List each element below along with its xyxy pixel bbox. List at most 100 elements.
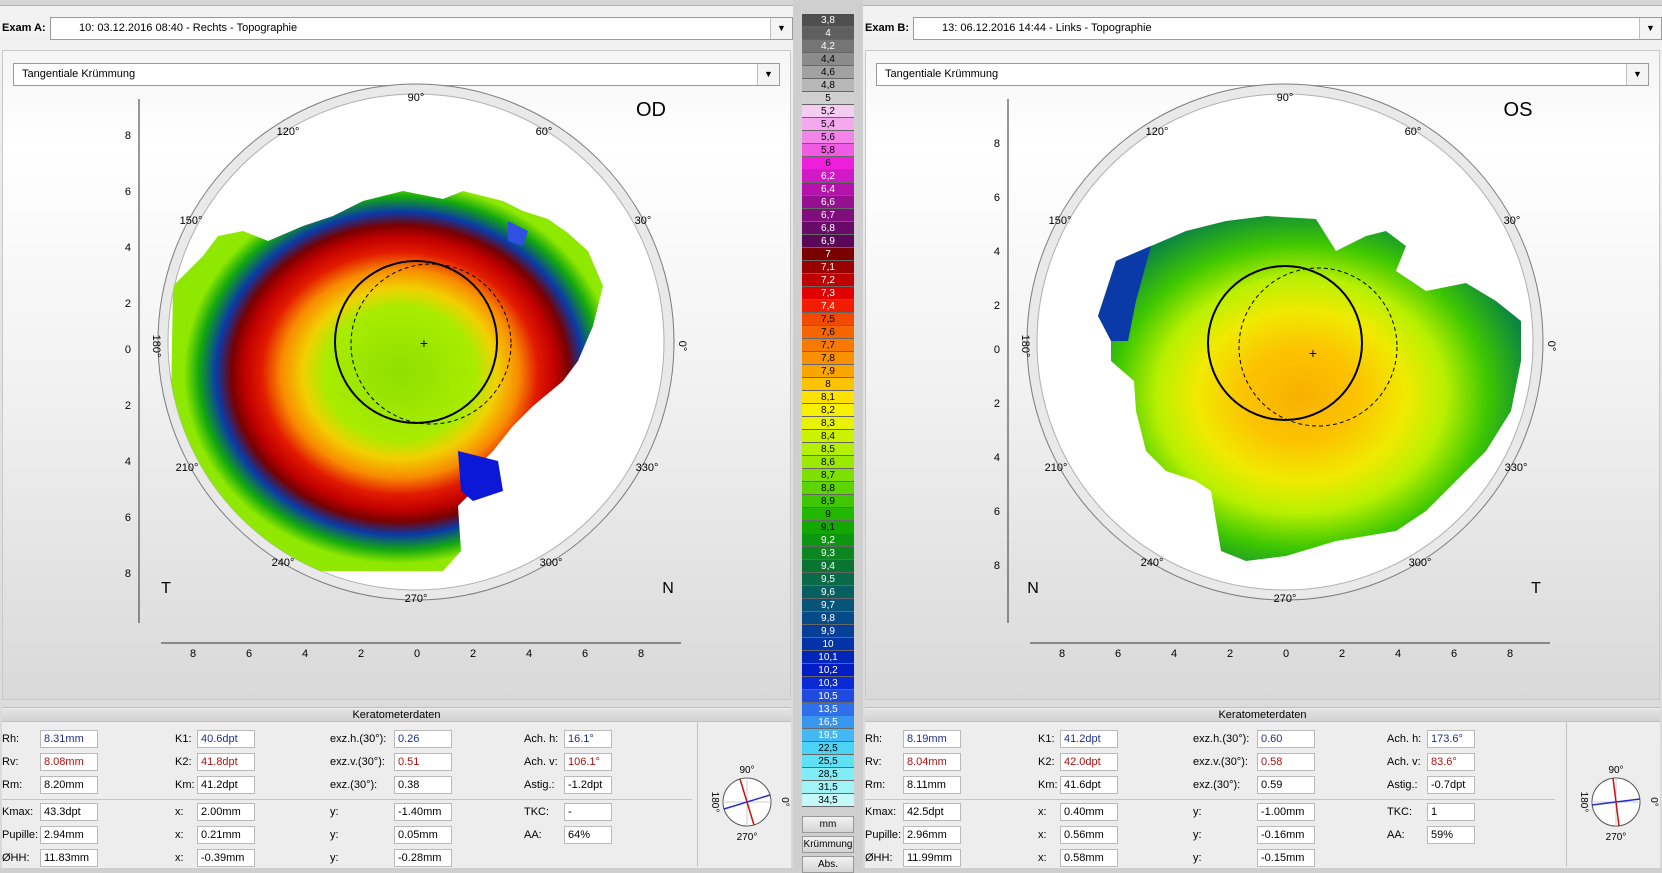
x-tick: 2 — [358, 648, 364, 660]
unit-button[interactable]: mm — [802, 816, 854, 833]
scale-cell: 31,5 — [802, 781, 854, 794]
scale-cell: 10 — [802, 638, 854, 651]
degree-240: 240° — [272, 557, 295, 569]
scale-cell: 6,9 — [802, 235, 854, 248]
exam-a-pane: Exam A: 10: 03.12.2016 08:40 - Rechts - … — [0, 0, 793, 868]
pupille-value[interactable]: 2.94mm — [40, 826, 98, 844]
pupille-y-value[interactable]: -0.16mm — [1257, 826, 1315, 844]
y-tick: 0 — [994, 344, 1000, 356]
degree-120: 120° — [277, 126, 300, 138]
astig-value[interactable]: -1.2dpt — [564, 776, 612, 794]
y-label: y: — [1193, 852, 1202, 864]
rm-value[interactable]: 8.20mm — [40, 776, 98, 794]
degree-180: 180° — [150, 335, 162, 358]
aa-value[interactable]: 59% — [1427, 826, 1475, 844]
chevron-down-icon[interactable]: ▼ — [1626, 64, 1648, 85]
exam-a-map-panel: Tangentiale Krümmung ▼ — [2, 50, 791, 700]
degree-300: 300° — [1409, 557, 1432, 569]
exz-value[interactable]: 0.59 — [1257, 776, 1315, 794]
degree-0: 0° — [1545, 341, 1557, 352]
pupille-y-value[interactable]: 0.05mm — [394, 826, 452, 844]
k2-value[interactable]: 41.8dpt — [197, 753, 255, 771]
degree-270: 270° — [1274, 593, 1297, 605]
k2-label: K2: — [1038, 756, 1055, 768]
scale-cell: 6,7 — [802, 209, 854, 222]
kmax-x-value[interactable]: 2.00mm — [197, 803, 255, 821]
chevron-down-icon[interactable]: ▼ — [770, 18, 792, 39]
x-label: x: — [175, 806, 184, 818]
achh-value[interactable]: 16.1° — [564, 730, 612, 748]
achv-value[interactable]: 106.1° — [564, 753, 612, 771]
rv-value[interactable]: 8.04mm — [903, 753, 961, 771]
achh-value[interactable]: 173.6° — [1427, 730, 1475, 748]
kmax-value[interactable]: 42.5dpt — [903, 803, 961, 821]
pupille-value[interactable]: 2.96mm — [903, 826, 961, 844]
kmax-y-value[interactable]: -1.00mm — [1257, 803, 1315, 821]
k1-value[interactable]: 40.6dpt — [197, 730, 255, 748]
scale-cell: 9,1 — [802, 521, 854, 534]
ohh-x-value[interactable]: -0.39mm — [197, 849, 255, 867]
chevron-down-icon[interactable]: ▼ — [757, 64, 779, 85]
rm-value[interactable]: 8.11mm — [903, 776, 961, 794]
mode-button[interactable]: Krümmung — [802, 836, 854, 853]
abs-button[interactable]: Abs. — [802, 856, 854, 873]
ohh-y-value[interactable]: -0.28mm — [394, 849, 452, 867]
rh-value[interactable]: 8.19mm — [903, 730, 961, 748]
x-tick: 2 — [470, 648, 476, 660]
exam-a-dropdown[interactable]: 10: 03.12.2016 08:40 - Rechts - Topograp… — [50, 17, 793, 40]
compass-0: 0° — [779, 797, 790, 807]
scale-cell: 5,2 — [802, 105, 854, 118]
k2-value[interactable]: 42.0dpt — [1060, 753, 1118, 771]
x-tick: 8 — [1507, 648, 1513, 660]
tkc-value[interactable]: 1 — [1427, 803, 1475, 821]
exzh-value[interactable]: 0.26 — [394, 730, 452, 748]
exzv-value[interactable]: 0.51 — [394, 753, 452, 771]
kmax-x-value[interactable]: 0.40mm — [1060, 803, 1118, 821]
pupille-x-value[interactable]: 0.56mm — [1060, 826, 1118, 844]
exam-b-topography-map[interactable]: + 90° 270° 180° 0° 60° 120° 30° 150° 210… — [866, 51, 1661, 701]
pupille-x-value[interactable]: 0.21mm — [197, 826, 255, 844]
astig-label: Astig.: — [1387, 779, 1418, 791]
rh-value[interactable]: 8.31mm — [40, 730, 98, 748]
y-tick: 8 — [125, 130, 131, 142]
aa-value[interactable]: 64% — [564, 826, 612, 844]
achv-value[interactable]: 83.6° — [1427, 753, 1475, 771]
scale-cell: 8,1 — [802, 391, 854, 404]
exam-b-dropdown[interactable]: 13: 06.12.2016 14:44 - Links - Topograph… — [913, 17, 1662, 40]
kmax-value[interactable]: 43.3dpt — [40, 803, 98, 821]
kerato-row: Rm: 8.20mm Km: 41.2dpt exz.(30°): 0.38 A… — [2, 775, 692, 797]
kerato-row: Rv: 8.04mm K2: 42.0dpt exz.v.(30°): 0.58… — [865, 752, 1555, 774]
tkc-value[interactable]: - — [564, 803, 612, 821]
astig-value[interactable]: -0.7dpt — [1427, 776, 1475, 794]
curvature-color-scale: 3,8 4 4,2 4,4 4,6 4,8 5 5,2 5,4 5,6 5,8 6 6,2 6,4 6,6 6… — [802, 14, 854, 873]
ohh-x-value[interactable]: 0.58mm — [1060, 849, 1118, 867]
exzv-value[interactable]: 0.58 — [1257, 753, 1315, 771]
x-tick: 4 — [1395, 648, 1401, 660]
kerato-row: Rh: 8.31mm K1: 40.6dpt exz.h.(30°): 0.26… — [2, 729, 692, 751]
y-tick: 2 — [994, 398, 1000, 410]
divider — [2, 799, 692, 800]
ohh-value[interactable]: 11.83mm — [40, 849, 98, 867]
rv-value[interactable]: 8.08mm — [40, 753, 98, 771]
aa-label: AA: — [524, 829, 542, 841]
ohh-y-value[interactable]: -0.15mm — [1257, 849, 1315, 867]
top-strip — [863, 0, 1662, 6]
x-tick: 6 — [582, 648, 588, 660]
scale-cell: 4,8 — [802, 79, 854, 92]
x-tick: 0 — [414, 648, 420, 660]
divider — [865, 799, 1555, 800]
kerato-row: Pupille: 2.94mm x: 0.21mm y: 0.05mm AA: … — [2, 825, 692, 847]
chevron-down-icon[interactable]: ▼ — [1639, 18, 1661, 39]
axis-v-line — [1612, 777, 1620, 827]
exam-a-topography-map[interactable]: + 90° 270° 180° 0° 60° 120° 30° 150° 210… — [3, 51, 792, 701]
exz-value[interactable]: 0.38 — [394, 776, 452, 794]
exzh-value[interactable]: 0.60 — [1257, 730, 1315, 748]
kmax-y-value[interactable]: -1.40mm — [394, 803, 452, 821]
y-tick: 6 — [125, 186, 131, 198]
km-value[interactable]: 41.6dpt — [1060, 776, 1118, 794]
k1-value[interactable]: 41.2dpt — [1060, 730, 1118, 748]
x-tick: 2 — [1227, 648, 1233, 660]
km-value[interactable]: 41.2dpt — [197, 776, 255, 794]
ohh-value[interactable]: 11.99mm — [903, 849, 961, 867]
tkc-label: TKC: — [1387, 806, 1413, 818]
